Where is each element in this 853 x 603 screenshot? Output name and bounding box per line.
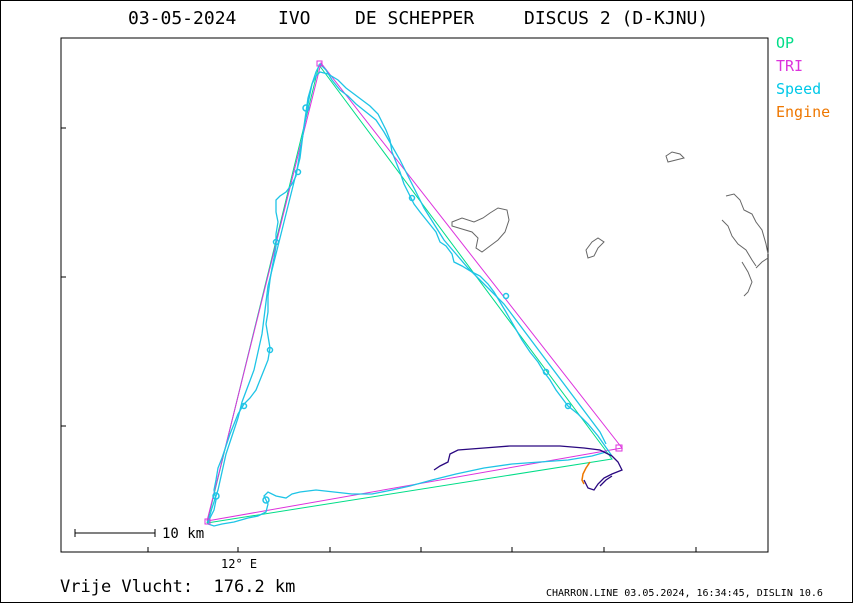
thermal-marker	[502, 292, 510, 300]
tri-route-line	[206, 61, 623, 522]
thermal-marker	[564, 402, 572, 410]
scale-bar	[74, 529, 156, 537]
glider-name: DISCUS 2 (D-KJNU)	[524, 8, 709, 29]
coast-outline	[725, 193, 769, 255]
scale-label: 10 km	[162, 526, 205, 542]
legend-op: OP	[776, 34, 795, 52]
thermal-marker	[240, 402, 248, 410]
thermal-marker	[294, 168, 302, 176]
footer-info: CHARRON.LINE 03.05.2024, 16:34:45, DISLI…	[546, 588, 823, 599]
pilot-last-name: DE SCHEPPER	[355, 8, 475, 29]
coast-outline	[741, 261, 753, 297]
pilot-first-name: IVO	[278, 8, 311, 29]
flight-date: 03-05-2024	[128, 8, 237, 29]
axis-ticks	[61, 127, 697, 552]
thermal-marker	[272, 238, 280, 246]
lake-outline	[451, 207, 510, 253]
thermal-marker	[408, 194, 416, 202]
engine-track	[581, 461, 591, 485]
map-plot-area	[60, 37, 769, 553]
thermal-marker	[262, 496, 270, 504]
turnpoint-marker	[615, 444, 623, 452]
flight-track-low	[433, 445, 623, 491]
coast-outline	[721, 219, 757, 267]
flight-track	[207, 71, 613, 527]
turnpoint-marker	[316, 60, 323, 67]
lake-outline	[665, 151, 685, 163]
thermal-markers	[212, 104, 572, 504]
distance-summary: Vrije Vlucht: 176.2 km	[60, 577, 296, 597]
longitude-label: 12° E	[221, 557, 258, 571]
coast-outline	[755, 257, 769, 269]
turnpoints	[204, 60, 623, 525]
thermal-marker	[302, 104, 310, 112]
legend-speed: Speed	[776, 80, 822, 98]
legend-tri: TRI	[776, 57, 804, 75]
coastlines	[451, 151, 769, 297]
legend-engine: Engine	[776, 103, 831, 121]
thermal-marker	[542, 368, 550, 376]
thermal-marker	[212, 492, 220, 500]
thermal-marker	[266, 346, 274, 354]
lake-outline	[585, 237, 605, 259]
turnpoint-marker	[204, 518, 211, 525]
flight-track-second-leg	[207, 62, 607, 523]
